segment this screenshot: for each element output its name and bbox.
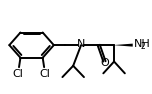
Polygon shape (114, 44, 133, 47)
Text: Cl: Cl (13, 69, 24, 80)
Text: O: O (100, 58, 109, 68)
Text: N: N (77, 39, 85, 49)
Text: 2: 2 (141, 42, 145, 51)
Text: Cl: Cl (39, 69, 50, 80)
Text: NH: NH (133, 39, 150, 49)
